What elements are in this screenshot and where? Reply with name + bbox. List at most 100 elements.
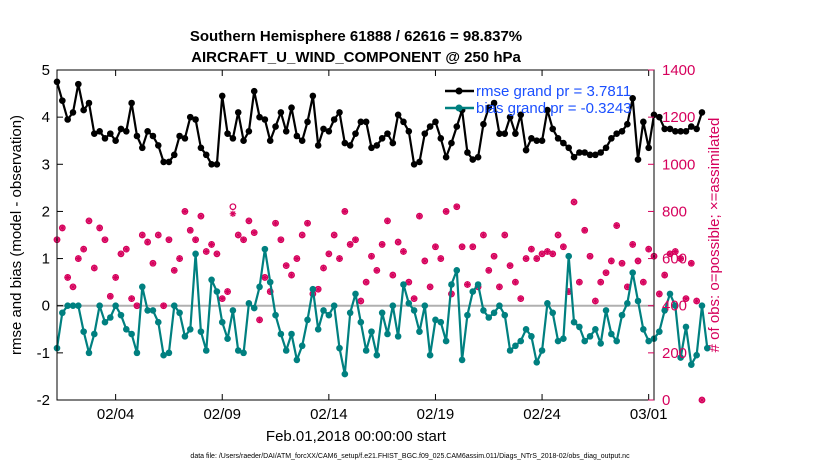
obs-assimilated-marker xyxy=(245,217,253,225)
rmse-point xyxy=(522,146,530,154)
obs-assimilated-marker xyxy=(522,255,530,262)
obs-assimilated-marker xyxy=(149,260,157,267)
rmse-point xyxy=(170,151,178,159)
obs-assimilated-marker xyxy=(341,208,349,215)
y-left-tick-label: 2 xyxy=(42,203,50,220)
rmse-point xyxy=(576,149,583,156)
bias-point xyxy=(181,333,189,340)
bias-point xyxy=(426,351,434,359)
rmse-point xyxy=(107,130,114,137)
bias-point xyxy=(107,314,114,321)
obs-assimilated-marker xyxy=(602,269,610,276)
rmse-point xyxy=(613,130,620,137)
rmse-point xyxy=(218,92,226,100)
bias-point xyxy=(85,349,93,357)
obs-assimilated-marker xyxy=(59,224,66,232)
obs-assimilated-marker xyxy=(171,267,178,274)
bias-point xyxy=(154,318,162,326)
bias-point xyxy=(410,307,418,314)
rmse-point xyxy=(181,135,189,142)
rmse-point xyxy=(75,80,82,88)
bias-point xyxy=(314,325,322,333)
obs-assimilated-marker xyxy=(672,248,679,255)
rmse-point xyxy=(400,118,407,126)
rmse-point xyxy=(304,118,311,126)
obs-assimilated-marker xyxy=(634,257,642,265)
obs-assimilated-marker xyxy=(85,217,93,225)
bias-point xyxy=(592,325,599,333)
bias-point xyxy=(565,252,573,260)
y-right-tick-label: 1200 xyxy=(662,109,695,126)
obs-assimilated-marker xyxy=(453,203,460,210)
obs-assimilated-marker xyxy=(293,255,301,262)
obs-assimilated-marker xyxy=(554,231,562,239)
bias-point xyxy=(554,337,562,345)
bias-point xyxy=(389,302,397,310)
rmse-point xyxy=(298,137,306,145)
rmse-point xyxy=(421,130,429,137)
obs-assimilated-marker xyxy=(677,255,684,262)
bias-point xyxy=(608,330,615,338)
rmse-point xyxy=(474,153,482,161)
bias-point xyxy=(59,309,66,317)
rmse-point xyxy=(570,153,578,161)
rmse-point xyxy=(91,130,98,137)
rmse-point xyxy=(293,132,301,140)
obs-assimilated-marker xyxy=(64,274,71,281)
rmse-point xyxy=(453,123,461,130)
x-axis-label: Feb.01,2018 00:00:00 start xyxy=(266,428,447,445)
obs-assimilated-marker xyxy=(496,283,503,291)
rmse-point xyxy=(693,125,700,133)
bias-point xyxy=(661,307,668,314)
obs-assimilated-marker xyxy=(608,257,615,265)
rmse-point xyxy=(512,130,519,137)
obs-assimilated-marker xyxy=(123,245,130,253)
obs-assimilated-marker xyxy=(165,236,173,243)
rmse-point xyxy=(485,104,493,112)
obs-assimilated-marker xyxy=(107,293,114,300)
rmse-point xyxy=(501,130,509,137)
legend-bias-marker xyxy=(455,104,463,112)
rmse-point xyxy=(69,109,77,116)
rmse-point xyxy=(490,99,498,107)
obs-assimilated-marker xyxy=(325,250,333,258)
legend-rmse-marker xyxy=(455,87,463,95)
rmse-point xyxy=(192,116,199,123)
rmse-point xyxy=(565,144,573,152)
obs-assimilated-marker xyxy=(586,253,594,260)
rmse-point xyxy=(384,130,391,137)
obs-assimilated-marker xyxy=(219,295,226,302)
bias-point xyxy=(656,328,663,335)
rmse-point xyxy=(288,104,295,112)
bias-point xyxy=(549,309,557,317)
y-right-tick-label: 600 xyxy=(662,251,687,268)
obs-assimilated-marker xyxy=(117,250,125,258)
bias-point xyxy=(362,347,370,354)
rmse-point xyxy=(325,127,333,135)
bias-point xyxy=(277,330,285,338)
bias-point xyxy=(117,311,125,319)
obs-assimilated-marker xyxy=(352,236,359,243)
obs-assimilated-marker xyxy=(261,274,269,281)
obs-assimilated-marker xyxy=(512,278,519,286)
rmse-point xyxy=(533,137,541,145)
bias-point xyxy=(170,302,178,310)
bias-point xyxy=(432,316,439,324)
rmse-point xyxy=(234,109,242,116)
bias-point xyxy=(250,304,258,312)
bias-point xyxy=(352,290,359,298)
rmse-point xyxy=(282,127,290,135)
rmse-point xyxy=(224,130,231,137)
rmse-point xyxy=(656,113,663,121)
bias-point xyxy=(506,347,514,354)
bias-point xyxy=(560,335,567,343)
obs-assimilated-marker xyxy=(378,241,386,248)
rmse-point xyxy=(378,135,386,142)
rmse-point xyxy=(560,139,567,147)
rmse-point xyxy=(122,127,130,135)
y-right-tick-label: 400 xyxy=(662,298,687,315)
bias-point xyxy=(218,318,226,326)
bias-point xyxy=(602,307,610,314)
bias-point xyxy=(293,356,301,364)
rmse-point xyxy=(336,109,343,116)
